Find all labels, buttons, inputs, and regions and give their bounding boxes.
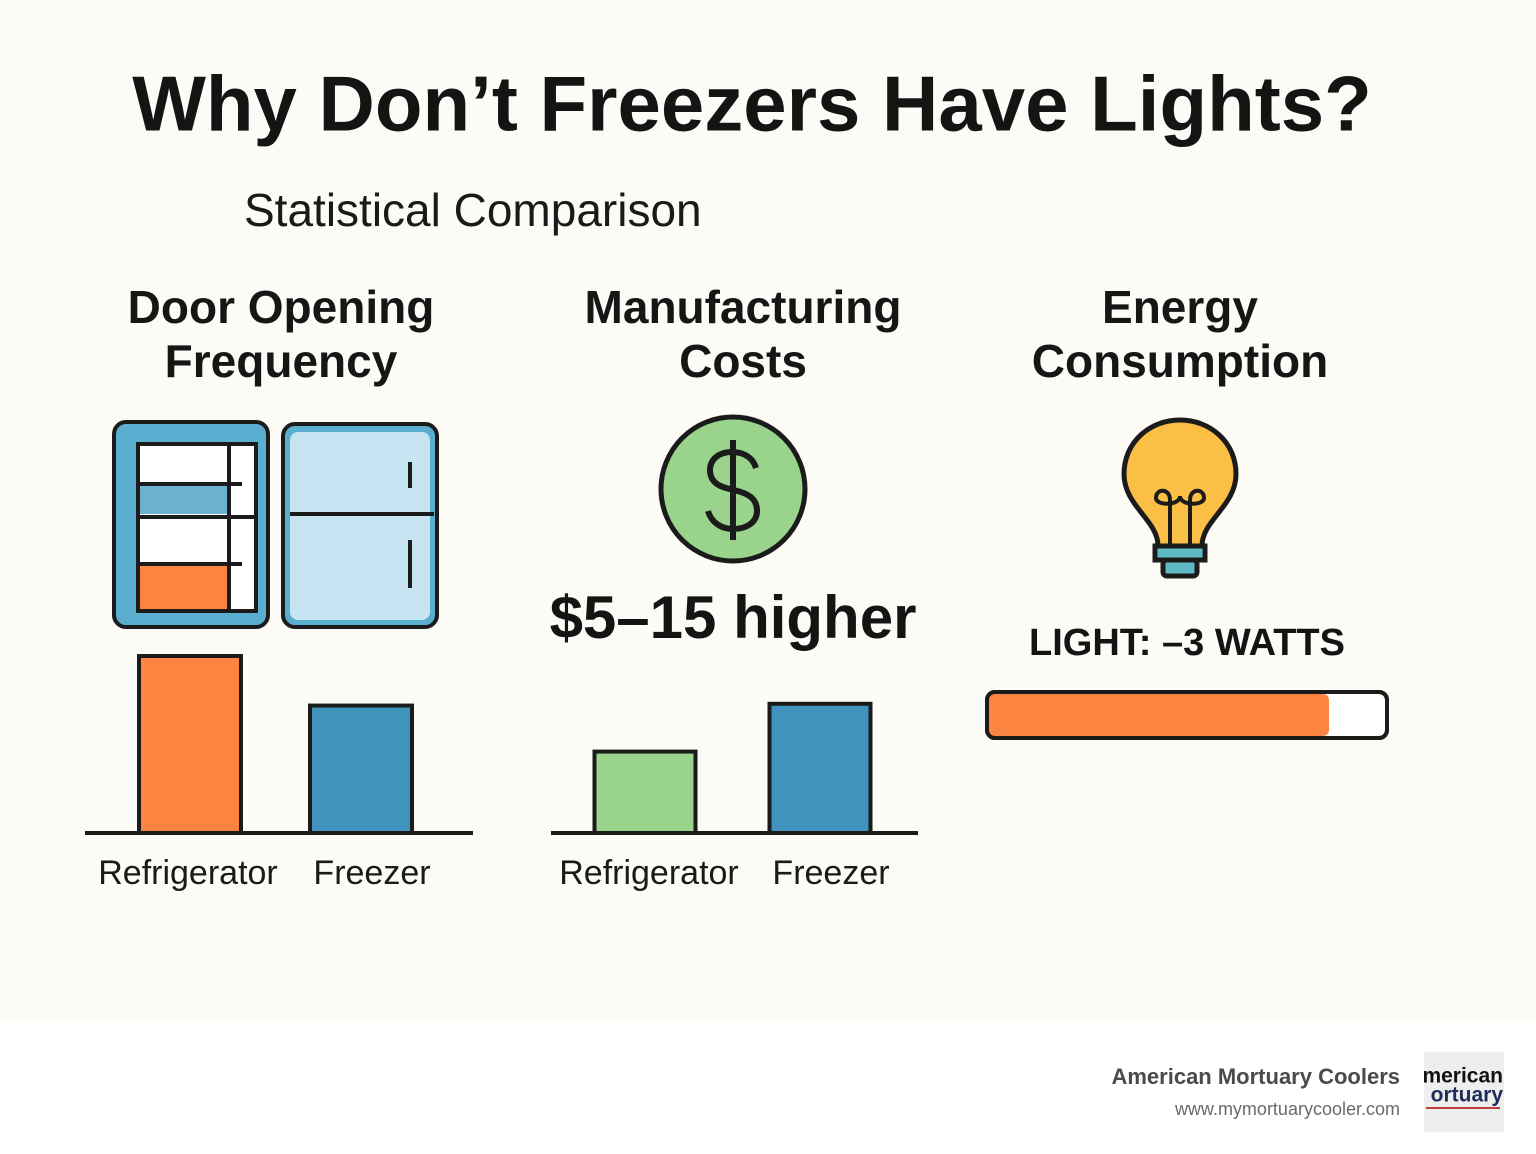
progress-fill	[989, 694, 1329, 736]
panel-heading: Energy Consumption	[1031, 281, 1329, 387]
logo-text: ortuary	[1431, 1084, 1504, 1107]
fridge-icon	[112, 420, 439, 629]
x-tick-label: Freezer	[772, 854, 889, 892]
subtitle: Statistical Comparison	[244, 184, 702, 236]
logo-text: merican	[1422, 1065, 1503, 1088]
logo-bg	[1424, 1052, 1504, 1132]
bar	[137, 654, 243, 835]
progress-outline	[985, 690, 1389, 740]
bar	[592, 749, 698, 836]
company-url: www.mymortuarycooler.com	[1174, 1099, 1400, 1119]
title: Why Don’t Freezers Have Lights?	[132, 60, 1372, 148]
company-name: American Mortuary Coolers	[1111, 1064, 1400, 1089]
panel-heading: Door Opening Frequency	[127, 281, 435, 387]
bar	[767, 701, 873, 835]
dollar-icon	[658, 414, 808, 564]
bar	[308, 703, 414, 835]
x-tick-label: Refrigerator	[98, 854, 278, 892]
annotation: $5–15 higher	[550, 584, 917, 651]
annotation: LIGHT: –3 WATTS	[1029, 622, 1345, 664]
x-tick-label: Refrigerator	[559, 854, 739, 892]
footer-bg	[0, 1022, 1536, 1154]
panel-heading: Manufacturing Costs	[584, 281, 902, 387]
logo: merican ortuary	[1422, 1052, 1504, 1132]
bulb-icon	[1121, 417, 1239, 579]
x-tick-label: Freezer	[313, 854, 430, 892]
